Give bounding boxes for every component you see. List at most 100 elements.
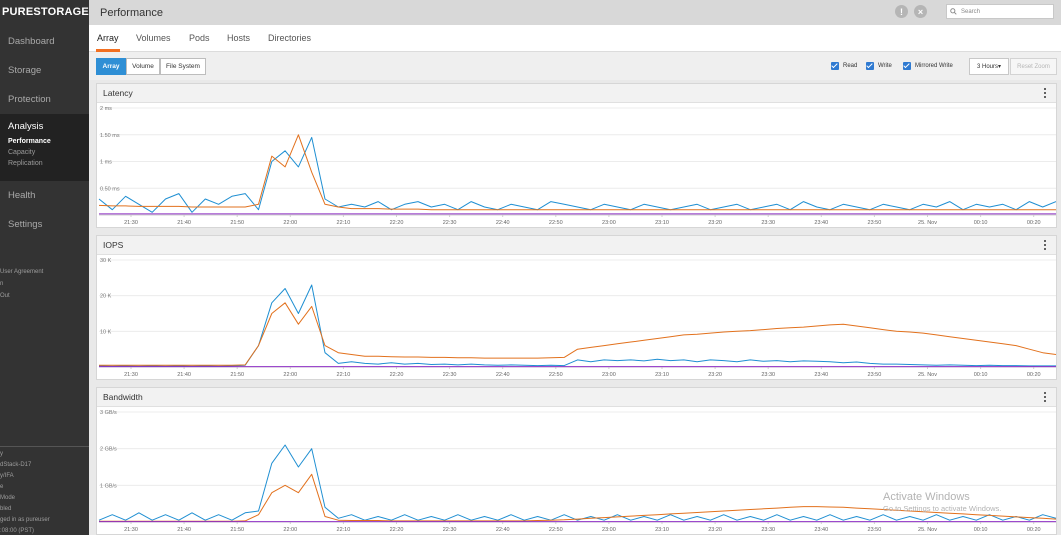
tab-volumes[interactable]: Volumes: [136, 33, 171, 43]
nav-label: Protection: [8, 94, 51, 105]
nav-storage[interactable]: Storage: [0, 56, 89, 85]
x-tick-label: 23:30: [761, 372, 775, 378]
footer-line: e: [0, 484, 4, 490]
x-tick-label: 22:20: [390, 220, 404, 226]
y-tick-label: 2 ms: [100, 106, 112, 112]
nav-dashboard[interactable]: Dashboard: [0, 27, 89, 56]
x-tick-label: 00:10: [974, 372, 988, 378]
checkbox-label: Write: [878, 63, 892, 69]
x-tick-label: 23:10: [655, 220, 669, 226]
x-tick-label: 00:20: [1027, 372, 1041, 378]
x-tick-label: 21:40: [177, 220, 191, 226]
x-tick-label: 23:50: [868, 527, 882, 533]
checkbox-checked-icon: [903, 62, 911, 70]
x-tick-label: 23:40: [814, 372, 828, 378]
array-scope-button[interactable]: Array: [96, 58, 126, 75]
nav-label: Settings: [8, 219, 43, 230]
sidebar: PURESTORAGE ‹ Dashboard Storage Protecti…: [0, 0, 94, 535]
x-tick-label: 23:00: [602, 372, 616, 378]
watermark-title: Activate Windows: [883, 491, 970, 503]
x-tick-label: 23:20: [708, 220, 722, 226]
tab-hosts[interactable]: Hosts: [227, 33, 251, 43]
x-tick-label: 23:20: [708, 372, 722, 378]
y-tick-label: 1 ms: [100, 160, 112, 166]
tab-pods[interactable]: Pods: [189, 33, 210, 43]
reset-zoom-button[interactable]: Reset Zoom: [1010, 58, 1057, 75]
nav-sub-capacity[interactable]: Capacity: [8, 149, 36, 156]
page-title: Performance: [100, 6, 163, 19]
nav-protection[interactable]: Protection: [0, 85, 89, 114]
panel-title: Bandwidth: [103, 392, 143, 402]
panel-menu-icon[interactable]: [1044, 88, 1047, 99]
y-tick-label: 1 GB/s: [100, 483, 117, 489]
pure-storage-logo[interactable]: PURESTORAGE ‹: [0, 0, 94, 24]
panel-title: IOPS: [103, 240, 124, 250]
x-tick-label: 22:50: [549, 372, 563, 378]
x-tick-label: 23:20: [708, 527, 722, 533]
page-header: Performance ! × Search: [89, 0, 1061, 25]
time-range-dropdown[interactable]: 3 Hours▾: [969, 58, 1009, 75]
y-tick-label: 3 GB/s: [100, 410, 117, 416]
x-tick-label: 22:50: [549, 220, 563, 226]
x-tick-label: 21:50: [230, 220, 244, 226]
read-checkbox[interactable]: Read: [831, 62, 857, 70]
nav-label: Health: [8, 190, 36, 201]
alert-icon[interactable]: !: [895, 5, 908, 18]
nav-label: Dashboard: [8, 36, 55, 47]
x-tick-label: 22:40: [496, 220, 510, 226]
search-input[interactable]: Search: [946, 4, 1054, 19]
toolbar: Array Volume File System Read Write Mirr…: [89, 52, 1061, 80]
help-link[interactable]: n: [0, 281, 4, 287]
y-tick-label: 10 K: [100, 329, 112, 335]
close-icon[interactable]: ×: [914, 5, 927, 18]
panel-header: Latency: [97, 84, 1056, 103]
nav-health[interactable]: Health: [0, 181, 89, 210]
volume-scope-button[interactable]: Volume: [126, 58, 160, 75]
logo-text: PURESTORAGE: [2, 6, 89, 18]
x-tick-label: 22:50: [549, 527, 563, 533]
x-tick-label: 00:10: [974, 220, 988, 226]
x-tick-label: 23:50: [868, 372, 882, 378]
y-tick-label: 1.50 ms: [100, 133, 120, 139]
footer-line: ged in as pureuser: [0, 517, 50, 523]
iops-chart[interactable]: 30 K 20 K 10 K 21:30 21:40 21:50 22:00 22:10 22:…: [97, 255, 1056, 380]
panel-menu-icon[interactable]: [1044, 392, 1047, 403]
x-tick-label: 23:10: [655, 527, 669, 533]
x-tick-label: 22:00: [283, 372, 297, 378]
x-tick-label: 21:40: [177, 527, 191, 533]
tab-bar: Array Volumes Pods Hosts Directories: [89, 25, 1061, 52]
y-tick-label: 20 K: [100, 294, 112, 300]
panel-header: IOPS: [97, 236, 1056, 255]
watermark-subtitle: Go to Settings to activate Windows.: [883, 504, 1002, 513]
user-agreement-link[interactable]: User Agreement: [0, 269, 44, 275]
checkbox-label: Read: [843, 63, 858, 69]
log-out-link[interactable]: Out: [0, 293, 10, 299]
activation-watermark: Activate Windows Go to Settings to activ…: [883, 491, 1001, 513]
nav-sub-replication[interactable]: Replication: [8, 160, 43, 167]
latency-chart[interactable]: 2 ms 1.50 ms 1 ms 0.50 ms 21:30 21:40 21:50 22:…: [97, 103, 1056, 228]
panel-menu-icon[interactable]: [1044, 240, 1047, 251]
x-tick-label: 00:20: [1027, 527, 1041, 533]
file-system-scope-button[interactable]: File System: [160, 58, 206, 75]
checkbox-label: Mirrored Write: [915, 63, 953, 69]
x-tick-label: 22:10: [337, 527, 351, 533]
bandwidth-panel: Bandwidth 3 GB/s 2 GB/s 1 GB/s 21:30 21:40 21…: [96, 387, 1057, 535]
nav-label: Analysis: [8, 121, 44, 132]
write-checkbox[interactable]: Write: [866, 62, 892, 70]
nav-analysis[interactable]: Analysis Performance Capacity Replicatio…: [0, 114, 89, 181]
series-line-read: [98, 136, 1056, 213]
x-tick-label: 22:00: [283, 527, 297, 533]
mirrored-write-checkbox[interactable]: Mirrored Write: [903, 62, 953, 70]
sidebar-footer: y dStack-D17 y/IFA e Mode bled ged in as…: [0, 446, 89, 535]
panel-header: Bandwidth: [97, 388, 1056, 407]
nav-sub-performance[interactable]: Performance: [8, 138, 51, 145]
x-tick-label: 22:30: [443, 220, 457, 226]
x-tick-label: 00:10: [974, 527, 988, 533]
footer-line: y: [0, 451, 3, 457]
tab-directories[interactable]: Directories: [268, 33, 312, 43]
tab-array[interactable]: Array: [97, 33, 119, 43]
bandwidth-chart[interactable]: 3 GB/s 2 GB/s 1 GB/s 21:30 21:40 21:50 22:00 22…: [97, 407, 1056, 535]
x-tick-label: 21:50: [230, 527, 244, 533]
series-line-write: [99, 302, 1056, 366]
nav-settings[interactable]: Settings: [0, 210, 89, 239]
